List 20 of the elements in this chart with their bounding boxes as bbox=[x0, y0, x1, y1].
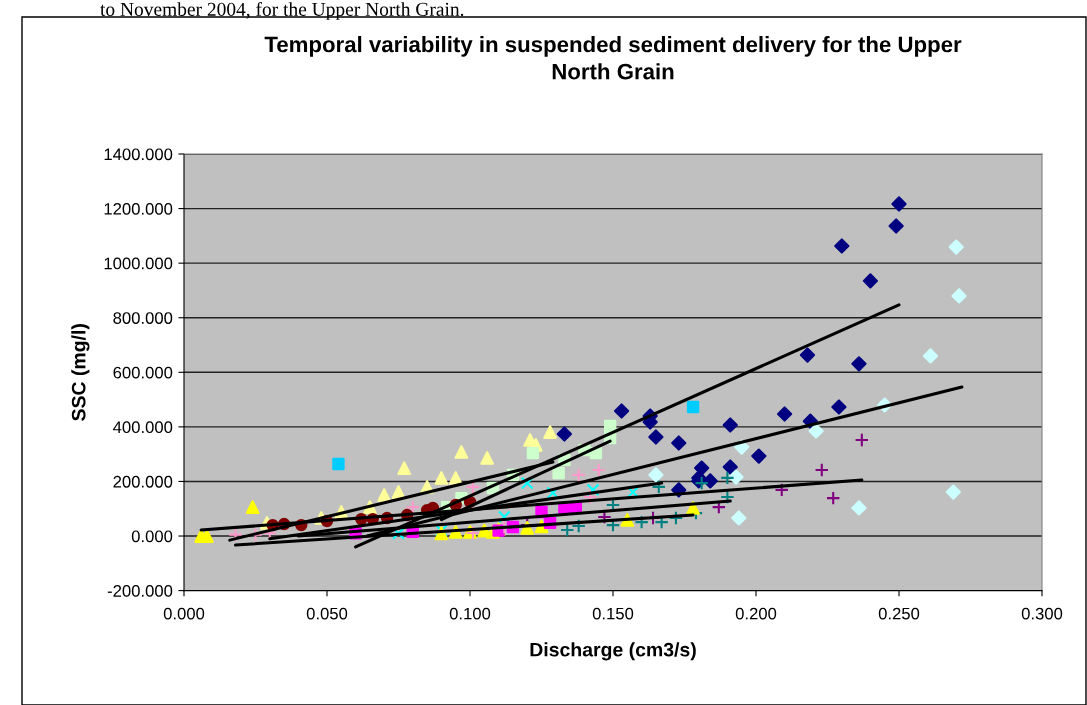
y-tick-label: 400.000 bbox=[113, 421, 173, 434]
y-tick-label: 800.000 bbox=[113, 312, 173, 324]
y-axis-title: SSC (mg/l) bbox=[71, 324, 90, 421]
y-tick-label: 0.000 bbox=[131, 530, 173, 543]
x-axis-title: Discharge (cm3/s) bbox=[530, 642, 696, 661]
y-tick-label: 1400.000 bbox=[104, 148, 173, 161]
y-tick-label: 200.000 bbox=[113, 475, 173, 488]
y-tick-label: 600.000 bbox=[113, 366, 173, 379]
y-tick-label: -200.000 bbox=[107, 585, 173, 597]
text: to November 2004, for the Upper North Grain. bbox=[100, 2, 464, 20]
x-tick-label: 0.050 bbox=[306, 607, 348, 620]
y-tick-label: 1000.000 bbox=[104, 257, 173, 270]
y-tick-label: 1200.000 bbox=[104, 202, 173, 215]
x-tick-label: 0.200 bbox=[735, 607, 777, 620]
chart-title: Temporal variability in suspended sediment delivery for the Upper North Grain bbox=[264, 36, 962, 80]
x-tick-label: 0.000 bbox=[163, 607, 205, 620]
x-tick-label: 0.100 bbox=[449, 607, 491, 620]
x-tick-label: 0.150 bbox=[592, 607, 634, 620]
x-tick-label: 0.250 bbox=[878, 607, 920, 620]
x-tick-label: 0.300 bbox=[1021, 607, 1063, 620]
